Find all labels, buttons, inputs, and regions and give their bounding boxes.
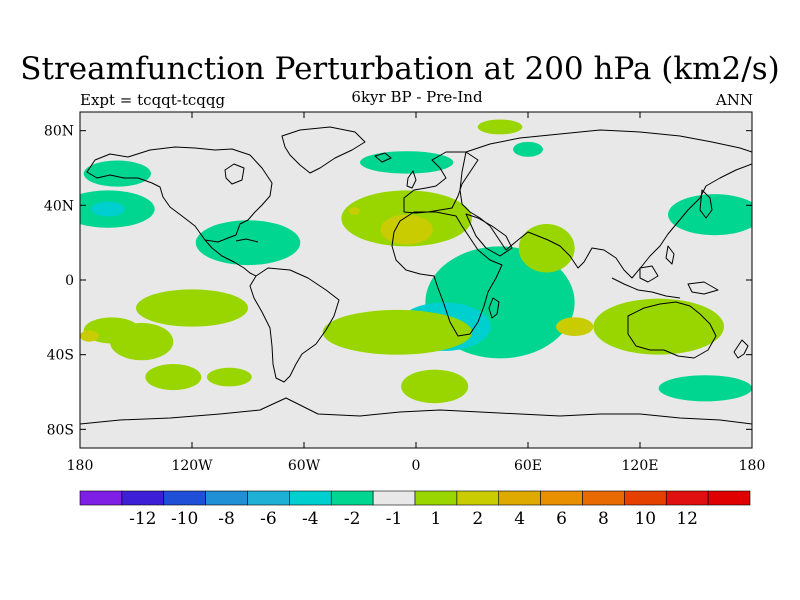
x-tick-label: 120E bbox=[622, 458, 659, 474]
contour-region bbox=[513, 141, 543, 157]
contour-region bbox=[80, 330, 99, 342]
season-label: ANN bbox=[715, 91, 753, 109]
y-tick-label: 80S bbox=[47, 422, 74, 438]
y-tick-label: 80N bbox=[44, 124, 74, 140]
y-tick-label: 40S bbox=[47, 348, 74, 364]
colorbar-label: -4 bbox=[302, 509, 319, 529]
contour-region bbox=[477, 119, 523, 135]
coast-japan bbox=[699, 189, 713, 219]
colorbar-swatch bbox=[665, 490, 709, 506]
period-label: 6kyr BP - Pre-Ind bbox=[351, 88, 483, 106]
contour-region bbox=[658, 375, 752, 402]
contour-region bbox=[195, 220, 301, 266]
colorbar-swatch bbox=[540, 490, 583, 506]
coast-madagascar bbox=[488, 297, 500, 319]
colorbar-swatch bbox=[205, 490, 248, 506]
colorbar-swatch bbox=[330, 490, 374, 506]
colorbar-swatch bbox=[289, 490, 332, 506]
coast-australia bbox=[627, 301, 717, 359]
colorbar-label: 8 bbox=[598, 509, 609, 529]
x-tick-label: 120W bbox=[171, 458, 213, 474]
x-tick-label: 180 bbox=[67, 458, 94, 474]
colorbar-swatch bbox=[456, 490, 500, 506]
coast-north-america bbox=[86, 146, 273, 243]
colorbar-swatch bbox=[79, 490, 123, 506]
coast-iceland bbox=[374, 152, 392, 163]
colorbar-label: -10 bbox=[171, 509, 198, 529]
x-tick-label: 180 bbox=[739, 458, 766, 474]
contour-region bbox=[136, 289, 248, 327]
colorbar-swatch bbox=[163, 490, 206, 506]
colorbar-label: 1 bbox=[431, 509, 442, 529]
y-tick-label: 0 bbox=[65, 273, 74, 289]
contour-region bbox=[593, 298, 725, 355]
colorbar-label: 2 bbox=[472, 509, 483, 529]
coast-indonesia bbox=[611, 277, 681, 299]
colorbar-label: -12 bbox=[129, 509, 156, 529]
coastlines bbox=[80, 126, 752, 425]
colorbar-swatch bbox=[372, 490, 416, 506]
colorbar-swatch bbox=[582, 490, 625, 506]
contour-region bbox=[145, 364, 202, 391]
colorbar-swatch bbox=[707, 490, 751, 506]
coast-south-america bbox=[249, 267, 340, 383]
coast-new-guinea bbox=[687, 281, 719, 295]
coast-central-america bbox=[204, 239, 257, 277]
colorbar-swatch bbox=[121, 490, 165, 506]
colorbar-label: -6 bbox=[260, 509, 277, 529]
contour-region bbox=[206, 367, 252, 387]
coast-africa bbox=[391, 211, 503, 337]
colorbar-label: 4 bbox=[514, 509, 525, 529]
colorbar-label: -8 bbox=[218, 509, 235, 529]
contour-region bbox=[109, 322, 174, 361]
y-tick-label: 40N bbox=[44, 198, 74, 214]
contour-region bbox=[401, 369, 469, 404]
experiment-label: Expt = tcqqt-tcqqg bbox=[80, 91, 226, 109]
coast-hudson-bay bbox=[224, 163, 245, 185]
contour-region bbox=[322, 309, 472, 355]
x-tick-label: 60E bbox=[514, 458, 542, 474]
colorbar-swatch bbox=[624, 490, 667, 506]
colorbar-swatch bbox=[498, 490, 541, 506]
contour-region bbox=[91, 201, 125, 217]
contour-region bbox=[518, 224, 575, 273]
contour-region bbox=[668, 194, 752, 236]
coast-great-britain bbox=[406, 170, 417, 189]
axis-ticks: 180 120W 60W 0 60E 120E 180 80N 40N 0 40S 80S bbox=[44, 112, 765, 474]
coast-arabia bbox=[465, 213, 513, 257]
coast-new-zealand bbox=[733, 339, 749, 359]
colorbar-label: 12 bbox=[676, 509, 698, 529]
colorbar-swatch bbox=[414, 490, 458, 506]
colorbar-swatch bbox=[247, 490, 290, 506]
contour-region bbox=[348, 207, 360, 215]
colorbar-label: -2 bbox=[344, 509, 361, 529]
contour-region bbox=[360, 151, 454, 174]
colorbar-label: 6 bbox=[556, 509, 567, 529]
coast-greenland bbox=[281, 126, 366, 174]
contour-region bbox=[556, 317, 594, 336]
contour-region bbox=[380, 214, 433, 245]
x-tick-label: 60W bbox=[288, 458, 321, 474]
coast-asia bbox=[459, 129, 752, 279]
contour-region bbox=[83, 160, 151, 187]
coast-cuba bbox=[235, 238, 259, 243]
x-tick-label: 0 bbox=[412, 458, 421, 474]
coast-antarctica bbox=[80, 397, 752, 425]
coast-borneo bbox=[639, 265, 659, 283]
coast-philippines bbox=[665, 245, 675, 265]
colorbar-label: -1 bbox=[386, 509, 403, 529]
chart-title: Streamfunction Perturbation at 200 hPa (… bbox=[20, 51, 780, 87]
colorbar-label: 10 bbox=[634, 509, 656, 529]
colorbar: -12 -10 -8 -6 -4 -2 -1 1 2 4 6 8 10 12 bbox=[79, 490, 751, 529]
contour-fills bbox=[80, 119, 752, 404]
